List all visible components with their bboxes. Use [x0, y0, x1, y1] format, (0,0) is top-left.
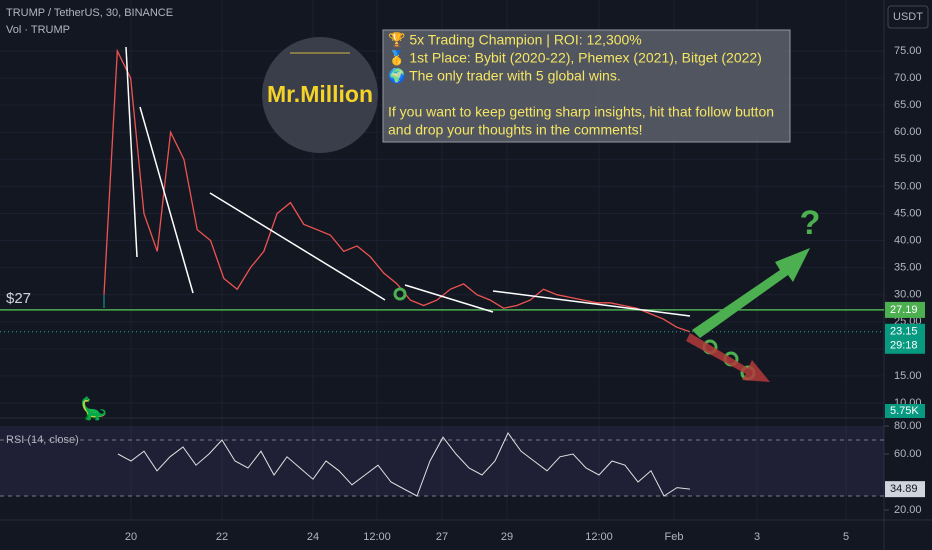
level-tag-text: 27.19 — [890, 304, 918, 316]
x-tick-label: Feb — [665, 531, 684, 543]
volume-tag-text: 5.75K — [890, 405, 919, 417]
y-tick-label: 60.00 — [894, 126, 922, 138]
note-line: 🏆 5x Trading Champion | ROI: 12,300% — [388, 32, 642, 49]
y-tick-label: 40.00 — [894, 234, 922, 246]
y-tick-label: 60.00 — [894, 448, 922, 460]
x-tick-label: 3 — [754, 531, 760, 543]
x-tick-label: 24 — [307, 531, 319, 543]
volume-label: Vol · TRUMP — [6, 24, 70, 36]
x-tick-label: 27 — [436, 531, 448, 543]
note-line: 🌍 The only trader with 5 global wins. — [388, 68, 621, 85]
rsi-line — [117, 432, 691, 497]
note-line: 🥇 1st Place: Bybit (2020-22), Phemex (20… — [388, 50, 762, 67]
y-tick-label: 75.00 — [894, 45, 922, 57]
note-line: If you want to keep getting sharp insigh… — [388, 104, 774, 120]
note: 🏆 5x Trading Champion | ROI: 12,300% 🥇 1… — [382, 29, 791, 143]
note-line: and drop your thoughts in the comments! — [388, 122, 642, 138]
y-tick-label: 55.00 — [894, 153, 922, 165]
level-label: $27 — [6, 290, 31, 307]
rsi-tag-text: 34.89 — [890, 483, 918, 495]
rsi-title: RSI (14, close) — [6, 434, 79, 446]
marker — [393, 287, 407, 301]
last-price-text: 23.15 — [890, 326, 918, 338]
y-tick-label: 70.00 — [894, 72, 922, 84]
trend-line — [139, 106, 194, 294]
rsi-tag — [885, 481, 925, 498]
note-box — [382, 29, 791, 143]
x-tick-label: 12:00 — [585, 531, 613, 543]
down-arrow — [686, 333, 770, 382]
trend-line — [492, 290, 691, 317]
y-tick-label: 50.00 — [894, 180, 922, 192]
up-arrow — [692, 248, 810, 338]
x-tick-label: 22 — [216, 531, 228, 543]
volume-tag — [885, 404, 925, 418]
x-tick-label: 5 — [843, 531, 849, 543]
logo-circle — [262, 37, 378, 153]
y-tick-label: 65.00 — [894, 99, 922, 111]
rsi-band — [0, 426, 884, 496]
y-tick-label: 80.00 — [894, 420, 922, 432]
level-tag — [885, 301, 925, 318]
trend-line — [125, 46, 138, 258]
logo-name: Mr.Million — [267, 81, 373, 107]
y-tick-label: 45.00 — [894, 207, 922, 219]
y-tick-label: 30.00 — [894, 289, 922, 301]
logo-icon: 🦕 — [80, 396, 107, 421]
y-tick-label: 15.00 — [894, 370, 922, 382]
countdown: 29:18 — [890, 340, 918, 352]
y-tick-label: 35.00 — [894, 262, 922, 274]
trend-lines — [125, 46, 691, 317]
currency-button[interactable] — [887, 5, 929, 29]
symbol: TRUMP / TetherUS, 30, BINANCE — [6, 7, 173, 19]
x-tick-label: 12:00 — [363, 531, 391, 543]
last-price-tag — [885, 323, 925, 354]
currency[interactable]: USDT — [893, 11, 923, 23]
price-line — [103, 48, 691, 333]
y-tick-label: 20.00 — [894, 504, 922, 516]
trend-line — [209, 192, 386, 301]
x-tick-label: 20 — [125, 531, 137, 543]
question-mark: ? — [800, 204, 821, 242]
x-tick-label: 29 — [501, 531, 513, 543]
trend-line — [404, 284, 494, 313]
